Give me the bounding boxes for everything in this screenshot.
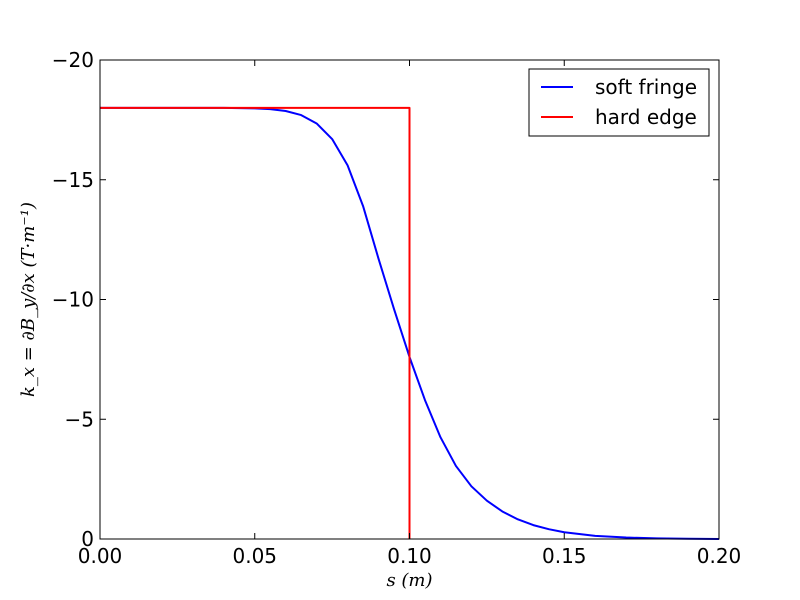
- x-tick-label: 0.00: [78, 544, 123, 568]
- y-tick-label: 0: [81, 527, 94, 551]
- y-axis-label: k_x = ∂B_y/∂x (T·m⁻¹): [18, 202, 39, 397]
- x-axis-label: s (m): [386, 570, 432, 591]
- series-layer: [100, 106, 720, 540]
- series-line-soft-fringe: [100, 106, 720, 540]
- y-tick-label: −20: [52, 48, 94, 72]
- series-line-hard-edge: [100, 106, 411, 539]
- x-tick-label: 0.10: [387, 544, 432, 568]
- x-tick-label: 0.20: [697, 544, 742, 568]
- legend-label: hard edge: [595, 105, 697, 129]
- y-tick-label: −5: [65, 407, 94, 431]
- ticks-layer: 0.00 0.05 0.10 0.15 0.20 0 −5 −10 −15 −20: [52, 48, 741, 568]
- legend-label: soft fringe: [595, 75, 697, 99]
- y-tick-label: −15: [52, 168, 94, 192]
- y-tick-label: −10: [52, 288, 94, 312]
- x-tick-label: 0.15: [542, 544, 587, 568]
- x-tick-label: 0.05: [232, 544, 277, 568]
- legend: soft fringe hard edge: [528, 68, 710, 137]
- legend-box: [528, 68, 710, 137]
